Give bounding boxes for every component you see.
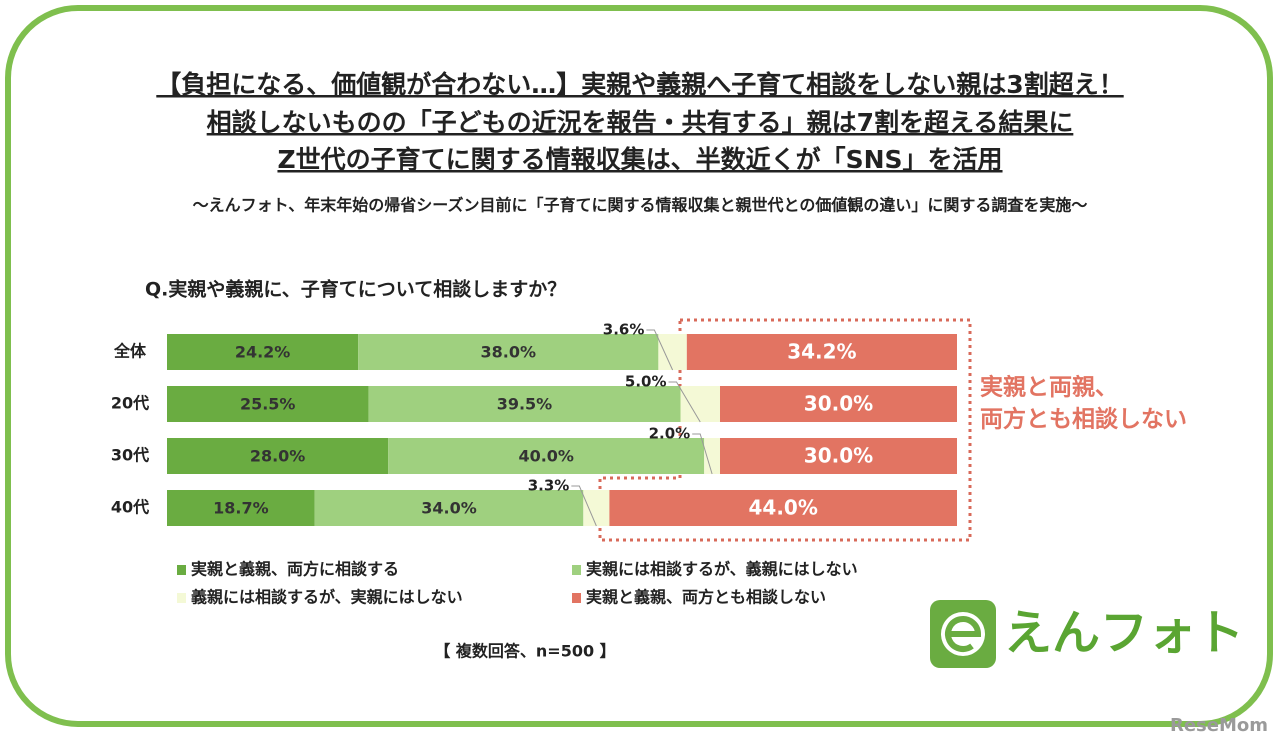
data-label: 38.0% xyxy=(481,343,537,362)
bar-segment xyxy=(609,490,957,526)
legend-label: 実親と義親、両方とも相談しない xyxy=(586,588,826,607)
data-label: 34.2% xyxy=(787,340,856,364)
leader-line xyxy=(668,381,701,423)
chart-title: Q.実親や義親に、子育てについて相談しますか？ xyxy=(145,278,566,301)
data-label: 34.0% xyxy=(421,499,477,518)
bar-segment xyxy=(167,438,389,474)
watermark: ReseMom xyxy=(1170,715,1268,736)
data-label: 2.0% xyxy=(649,425,691,443)
data-label: 40.0% xyxy=(518,447,574,466)
logo-icon xyxy=(945,616,982,652)
data-label: 3.6% xyxy=(603,321,645,339)
bar-segment xyxy=(658,334,687,370)
data-label: 25.5% xyxy=(240,395,296,414)
data-label: 44.0% xyxy=(749,496,818,520)
legend-swatch xyxy=(177,593,186,603)
bar-segment xyxy=(686,334,957,370)
bar-segment xyxy=(680,386,720,422)
bar-segment xyxy=(167,386,369,422)
data-label: 30.0% xyxy=(804,392,873,416)
leader-line xyxy=(571,485,597,527)
y-tick-label: 30代 xyxy=(111,446,149,465)
data-label: 24.2% xyxy=(235,343,291,362)
annotation: 両方とも相談しない xyxy=(980,406,1187,433)
leader-line xyxy=(646,329,674,371)
bar-segment xyxy=(358,334,659,370)
legend-label: 実親には相談するが、義親にはしない xyxy=(586,560,858,579)
legend-swatch xyxy=(177,565,186,575)
note: 【 複数回答、n=500 】 xyxy=(434,642,615,661)
y-tick-label: 40代 xyxy=(111,498,149,517)
legend-swatch xyxy=(572,565,581,575)
bar-segment xyxy=(167,490,315,526)
bar-segment xyxy=(167,334,359,370)
data-label: 5.0% xyxy=(625,373,667,391)
logo: えんフォト xyxy=(1004,605,1244,661)
title-line: 【負担になる、価値観が合わない…】実親や義親へ子育て相談をしない親は3割超え！ xyxy=(156,70,1123,99)
bar-segment xyxy=(720,438,957,474)
bar-segment xyxy=(583,490,610,526)
y-tick-label: 20代 xyxy=(111,394,149,413)
data-label: 18.7% xyxy=(213,499,269,518)
highlight-box xyxy=(598,318,972,542)
bar-segment xyxy=(720,386,957,422)
leader-line xyxy=(692,433,713,475)
legend-label: 義親には相談するが、実親にはしない xyxy=(191,588,463,607)
title-line: 相談しないものの「子どもの近況を報告・共有する」親は7割を超える結果に xyxy=(207,108,1074,137)
subtitle: ～えんフォト、年末年始の帰省シーズン目前に「子育てに関する情報収集と親世代との価… xyxy=(193,196,1088,215)
data-label: 39.5% xyxy=(497,395,553,414)
bar-segment xyxy=(704,438,720,474)
bar-segment xyxy=(368,386,681,422)
annotation: 実親と両親、 xyxy=(980,374,1118,401)
data-label: 30.0% xyxy=(804,444,873,468)
data-label: 28.0% xyxy=(250,447,306,466)
title-line: Z世代の子育てに関する情報収集は、半数近くが「SNS」を活用 xyxy=(277,145,1002,174)
bar-segment xyxy=(314,490,584,526)
legend-swatch xyxy=(572,593,581,603)
data-label: 3.3% xyxy=(528,477,570,495)
legend-label: 実親と義親、両方に相談する xyxy=(191,560,399,579)
frame xyxy=(5,5,1273,727)
bar-segment xyxy=(388,438,705,474)
y-tick-label: 全体 xyxy=(113,342,147,361)
